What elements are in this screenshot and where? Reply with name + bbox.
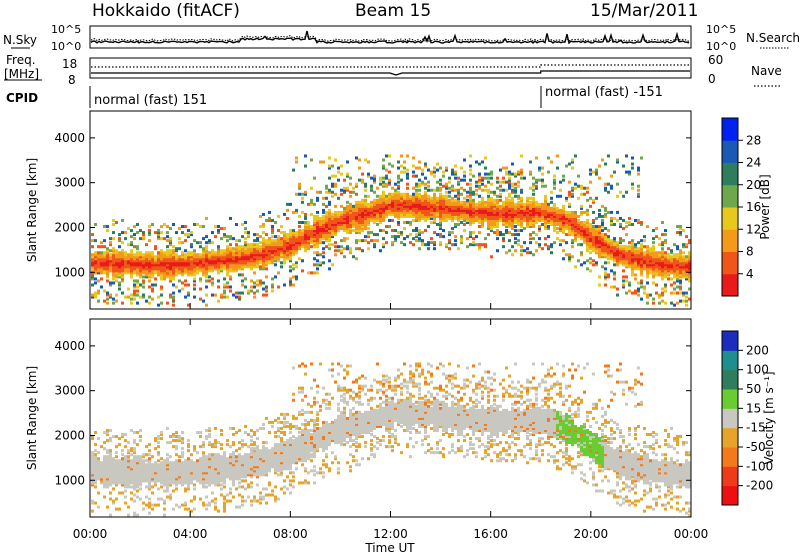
power-heatmap-cells <box>91 154 691 307</box>
colorbar-tick-label: -100 <box>746 459 773 473</box>
power-colorbar-label: Power [dB] <box>758 174 772 239</box>
y-tick-label: 4000 <box>54 131 85 145</box>
y-tick-label: 3000 <box>54 384 85 398</box>
colorbar-tick-label: 15 <box>746 401 761 415</box>
y-tick-label: 2000 <box>54 428 85 442</box>
x-tick-label: 04:00 <box>173 527 208 541</box>
velocity-heatmap-cells <box>91 362 691 517</box>
colorbar-tick-label: -200 <box>746 479 773 493</box>
nave-tick-top: 60 <box>708 53 723 67</box>
colorbar-tick-label: -50 <box>746 440 766 454</box>
frequency-line <box>91 70 690 76</box>
colorbar-tick-label: 200 <box>746 343 769 357</box>
colorbar-tick-label: 50 <box>746 382 761 396</box>
x-tick-label: 16:00 <box>473 527 508 541</box>
colorbar-tick-label: 12 <box>746 222 761 236</box>
colorbar-tick-label: 4 <box>746 267 754 281</box>
cpid-panel: CPID normal (fast) 151 normal (fast) -15… <box>6 85 663 108</box>
noise-left-tick-bottom: 10^0 <box>51 40 81 53</box>
y-tick-label: 1000 <box>54 265 85 279</box>
freq-tick-bottom: 8 <box>68 73 76 87</box>
nave-line <box>91 64 690 68</box>
freq-panel: Freq. [MHz] 18 8 60 0 Nave <box>4 53 782 87</box>
y-tick-label: 4000 <box>54 339 85 353</box>
freq-label: Freq. <box>6 53 36 67</box>
velocity-x-ticks: 00:00 04:00 08:00 12:00 16:00 20:00 00:00 <box>73 303 709 541</box>
velocity-colorbar: 200 100 50 15 -15 -50 -100 -200 Velocity [m s⁻¹… <box>721 330 776 506</box>
noise-sky-line <box>90 30 690 45</box>
colorbar-tick-label: 8 <box>746 245 754 259</box>
x-tick-label: 12:00 <box>373 527 408 541</box>
colorbar-tick-label: 100 <box>746 363 769 377</box>
noise-left-tick-top: 10^5 <box>51 23 81 36</box>
velocity-panel: 4000 3000 2000 1000 00:00 04:00 08:00 12:00 16:… <box>25 303 708 554</box>
noise-right-tick-bottom: 10^0 <box>706 40 736 53</box>
nave-label: Nave <box>751 64 782 78</box>
cpid-label: CPID <box>6 91 38 105</box>
power-panel: 4000 3000 2000 1000 Slant Range [km] <box>25 110 692 310</box>
power-y-ticks: 4000 3000 2000 1000 <box>54 131 691 279</box>
y-tick-label: 1000 <box>54 473 85 487</box>
colorbar-tick-label: 24 <box>746 156 761 170</box>
power-colorbar: 28 24 20 16 12 8 4 Power [dB] <box>721 117 772 297</box>
velocity-y-ticks: 4000 3000 2000 1000 <box>54 339 691 487</box>
beam-title: Beam 15 <box>355 1 431 21</box>
freq-tick-top: 18 <box>62 57 77 71</box>
velocity-colorbar-label: Velocity [m s⁻¹] <box>762 371 776 464</box>
velocity-y-axis-label: Slant Range [km] <box>25 366 39 470</box>
noise-left-label: N.Sky <box>3 33 37 47</box>
y-tick-label: 2000 <box>54 220 85 234</box>
noise-panel: N.Sky 10^5 10^0 10^5 10^0 N.Search <box>3 23 800 53</box>
x-tick-label: 00:00 <box>674 527 709 541</box>
cpid-segment-2: normal (fast) -151 <box>545 85 663 100</box>
y-tick-label: 3000 <box>54 176 85 190</box>
x-tick-label: 00:00 <box>73 527 108 541</box>
x-tick-label: 20:00 <box>574 527 609 541</box>
colorbar-tick-label: -15 <box>746 421 766 435</box>
station-title: Hokkaido (fitACF) <box>92 1 240 21</box>
freq-unit: [MHz] <box>4 67 39 81</box>
cpid-segment-1: normal (fast) 151 <box>94 93 207 108</box>
colorbar-tick-label: 20 <box>746 178 761 192</box>
colorbar-tick-label: 16 <box>746 200 761 214</box>
power-y-axis-label: Slant Range [km] <box>25 158 39 262</box>
x-tick-label: 08:00 <box>273 527 308 541</box>
x-axis-label: Time UT <box>364 541 415 554</box>
noise-right-tick-top: 10^5 <box>706 23 736 36</box>
date-title: 15/Mar/2011 <box>590 1 698 21</box>
colorbar-tick-label: 28 <box>746 133 761 147</box>
noise-right-label: N.Search <box>746 31 800 45</box>
nave-tick-bottom: 0 <box>708 72 716 86</box>
